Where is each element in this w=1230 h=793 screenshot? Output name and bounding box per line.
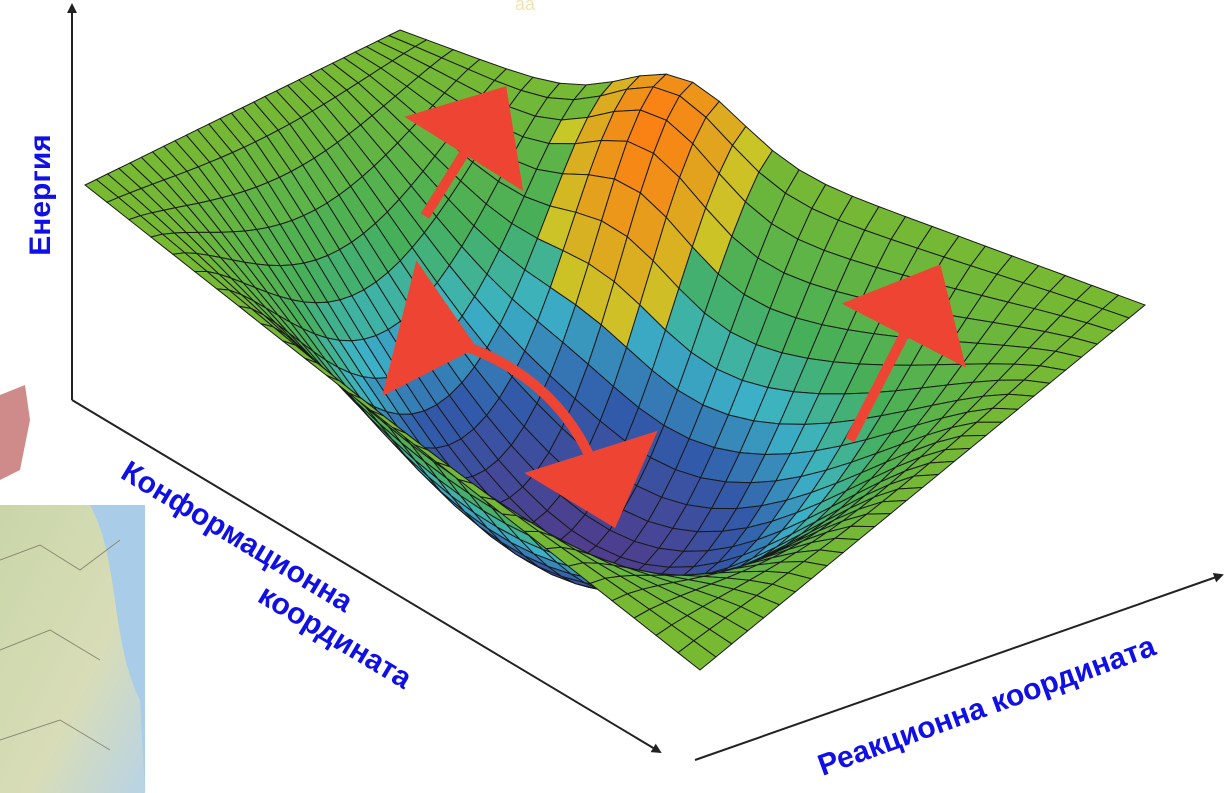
energy-surface (85, 30, 1145, 670)
energy-label: Енергия (24, 134, 57, 256)
diagram: aa Енергия Конформационна координата Реа… (0, 0, 1230, 793)
decoration (0, 385, 30, 480)
conformational-label: Конформационна (115, 455, 358, 619)
reaction-label: Реакционна координата (814, 629, 1161, 782)
faint-mark: aa (515, 0, 536, 14)
